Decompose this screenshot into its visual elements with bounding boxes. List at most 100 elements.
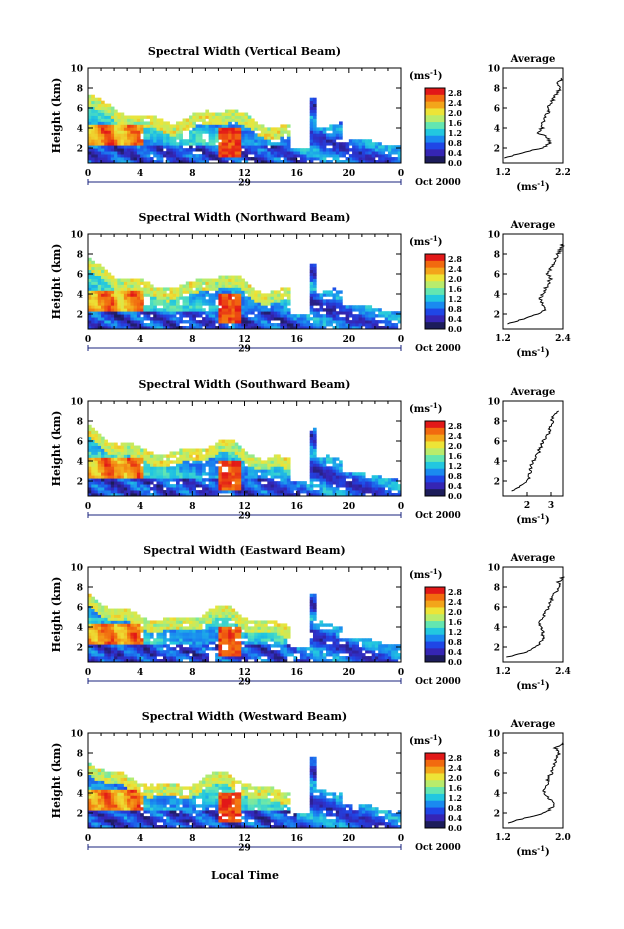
heatmap-cell xyxy=(264,148,268,152)
heatmap-cell xyxy=(316,139,320,143)
heatmap-cell xyxy=(114,611,118,615)
heatmap-cell xyxy=(130,151,135,155)
heatmap-cell xyxy=(221,118,226,122)
heatmap-cell xyxy=(231,320,236,324)
heatmap-cell xyxy=(146,620,151,624)
heatmap-cell xyxy=(172,466,177,470)
heatmap-cell xyxy=(162,142,167,146)
heatmap-cell xyxy=(101,466,105,470)
heatmap-cell xyxy=(114,118,118,122)
heatmap-cell xyxy=(326,314,330,318)
heatmap-cell xyxy=(319,314,324,318)
heatmap-cell xyxy=(198,115,203,119)
heatmap-cell xyxy=(267,472,271,476)
heatmap-cell xyxy=(224,139,229,143)
heatmap-cell xyxy=(293,154,298,158)
heatmap-cell xyxy=(182,466,187,470)
heatmap-cell xyxy=(319,323,324,327)
heatmap-cell xyxy=(309,323,314,327)
heatmap-cell xyxy=(273,308,278,312)
heatmap-cell xyxy=(153,626,157,630)
heatmap-cell xyxy=(162,472,167,476)
heatmap-cell xyxy=(211,484,216,488)
heatmap-cell xyxy=(97,263,102,268)
heatmap-cell xyxy=(335,487,340,491)
heatmap-cell xyxy=(189,457,193,461)
heatmap-cell xyxy=(120,445,125,449)
heatmap-cell xyxy=(234,490,239,494)
heatmap-cell xyxy=(244,451,249,455)
heatmap-cell xyxy=(189,308,193,312)
heatmap-cell xyxy=(296,320,301,324)
heatmap-cell xyxy=(110,484,115,488)
heatmap-cell xyxy=(130,139,135,143)
heatmap-cell xyxy=(319,293,324,297)
heatmap-cell xyxy=(394,478,399,482)
heatmap-cell xyxy=(387,157,392,161)
heatmap-cell xyxy=(391,478,395,482)
heatmap-cell xyxy=(127,299,131,303)
heatmap-cell xyxy=(264,638,268,642)
heatmap-cell xyxy=(228,311,232,315)
heatmap-cell xyxy=(104,148,108,152)
heatmap-cell xyxy=(329,314,333,318)
heatmap-cell xyxy=(133,326,138,329)
heatmap-cell xyxy=(306,151,311,155)
heatmap-cell xyxy=(237,448,242,452)
heatmap-cell xyxy=(267,629,271,633)
heatmap-cell xyxy=(195,139,200,143)
heatmap-cell xyxy=(146,466,151,470)
heatmap-cell xyxy=(176,632,180,636)
heatmap-cell xyxy=(264,647,268,651)
heatmap-cell xyxy=(182,656,187,660)
heatmap-cell xyxy=(133,151,138,155)
heatmap-cell xyxy=(179,659,183,662)
heatmap-cell xyxy=(192,142,196,146)
heatmap-cell xyxy=(211,448,216,452)
heatmap-cell xyxy=(260,305,265,309)
heatmap-cell xyxy=(358,151,363,155)
heatmap-cell xyxy=(326,493,330,496)
heatmap-cell xyxy=(211,635,216,639)
heatmap-cell xyxy=(198,457,203,461)
heatmap-cell xyxy=(312,130,317,134)
heatmap-cell xyxy=(110,278,115,282)
heatmap-cell xyxy=(182,320,187,324)
heatmap-cell xyxy=(309,263,314,268)
heatmap-cell xyxy=(224,160,229,163)
heatmap-cell xyxy=(224,275,229,279)
heatmap-cell xyxy=(114,487,118,491)
heatmap-cell xyxy=(237,635,242,639)
heatmap-cell xyxy=(162,305,167,309)
heatmap-cell xyxy=(143,287,148,291)
heatmap-cell xyxy=(339,490,343,494)
heatmap-cell xyxy=(286,145,291,149)
heatmap-cell xyxy=(257,299,262,303)
heatmap-cell xyxy=(110,617,115,621)
heatmap-cell xyxy=(107,115,112,119)
heatmap-cell xyxy=(312,100,317,105)
heatmap-cell xyxy=(342,472,346,476)
heatmap-cell xyxy=(192,115,196,119)
heatmap-cell xyxy=(123,481,128,485)
heatmap-cell xyxy=(316,484,320,488)
heatmap-cell xyxy=(88,442,92,446)
heatmap-cell xyxy=(166,296,170,300)
heatmap-cell xyxy=(101,281,105,285)
heatmap-cell xyxy=(348,493,353,496)
heatmap-cell xyxy=(88,97,92,102)
heatmap-cell xyxy=(224,484,229,488)
heatmap-cell xyxy=(133,611,138,615)
heatmap-cell xyxy=(228,487,232,491)
heatmap-cell xyxy=(251,326,255,329)
heatmap-cell xyxy=(169,299,174,303)
heatmap-cell xyxy=(127,145,131,149)
heatmap-cell xyxy=(130,620,135,624)
heatmap-cell xyxy=(234,647,239,651)
heatmap-cell xyxy=(88,296,92,300)
heatmap-cell xyxy=(335,296,340,300)
heatmap-cell xyxy=(332,130,337,134)
heatmap-cell xyxy=(162,481,167,485)
heatmap-cell xyxy=(296,148,301,152)
heatmap-cell xyxy=(91,121,95,125)
